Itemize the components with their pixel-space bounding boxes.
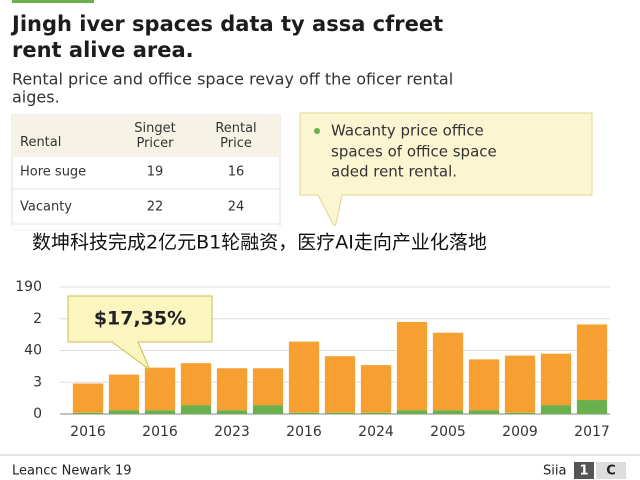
bar-segment — [540, 353, 572, 406]
bar-segment — [504, 355, 536, 413]
table-cell: 16 — [228, 165, 245, 180]
bar-segment — [468, 410, 500, 414]
accent-bar — [12, 0, 94, 3]
subtitle-line: aiges. — [12, 88, 60, 107]
bar-segment — [432, 332, 464, 411]
bar-segment — [72, 412, 104, 414]
callout-line: Wacanty price office — [331, 122, 484, 140]
bar-segment — [324, 412, 356, 414]
callout-line: aded rent rental. — [331, 163, 457, 181]
bar-segment — [504, 412, 536, 414]
bar-segment — [216, 410, 248, 414]
table-cell: 24 — [228, 200, 245, 215]
x-tick-label: 2005 — [430, 424, 466, 440]
bullet — [314, 128, 320, 134]
y-tick-label: 3 — [33, 374, 42, 390]
y-tick-label: 0 — [33, 406, 42, 422]
bar-segment — [144, 410, 176, 414]
x-tick-label: 2016 — [70, 424, 106, 440]
bar-segment — [360, 412, 392, 414]
bar-segment — [468, 359, 500, 411]
bar-segment — [108, 374, 140, 411]
x-tick-label: 2017 — [574, 424, 610, 440]
table-cell: Vacanty — [20, 200, 72, 215]
subtitle-line: Rental price and office space revay off … — [12, 70, 453, 89]
x-tick-label: 2016 — [142, 424, 178, 440]
table-header: Rental — [20, 135, 61, 150]
callout-box — [299, 112, 593, 230]
bar-segment — [324, 356, 356, 413]
bar-segment — [396, 410, 428, 414]
y-tick-label: 2 — [33, 311, 42, 327]
bar-segment — [288, 412, 320, 414]
bar-segment — [252, 368, 284, 406]
bar-segment — [360, 365, 392, 413]
caption-band — [0, 226, 640, 258]
bar-segment — [576, 400, 608, 414]
x-tick-label: 2016 — [286, 424, 322, 440]
bar-segment — [288, 341, 320, 413]
annotation: $17,35% — [94, 308, 186, 330]
y-tick-label: 40 — [24, 343, 42, 359]
bar-segment — [144, 367, 176, 411]
bar-segment — [108, 410, 140, 414]
title-line: rent alive area. — [12, 38, 194, 62]
footer-right: Siia — [543, 464, 566, 479]
badge-text: C — [606, 464, 616, 479]
annotation-box — [67, 295, 213, 372]
bar-segment — [180, 405, 212, 414]
bar-segment — [72, 383, 104, 413]
x-tick-label: 2009 — [502, 424, 538, 440]
y-tick-label: 190 — [15, 279, 42, 295]
badge-text: 1 — [579, 464, 588, 479]
table-head — [12, 115, 280, 157]
title-line: Jingh iver spaces data ty assa cfreet — [10, 12, 443, 36]
bar-segment — [432, 410, 464, 414]
bar-segment — [216, 368, 248, 411]
table-header: Singet Pricer — [134, 121, 175, 151]
bar-segment — [180, 363, 212, 406]
callout-line: spaces of office space — [331, 143, 497, 161]
table-cell: Hore suge — [20, 165, 86, 180]
badge — [596, 462, 626, 479]
bar-segment — [540, 405, 572, 414]
footer-left: Leancc Newark 19 — [12, 464, 132, 479]
caption: 数坤科技完成2亿元B1轮融资，医疗AI走向产业化落地 — [32, 232, 487, 254]
x-tick-label: 2023 — [214, 424, 250, 440]
table-cell: 19 — [147, 165, 164, 180]
table-header: Rental Price — [215, 121, 256, 151]
table-cell: 22 — [147, 200, 164, 215]
x-tick-label: 2024 — [358, 424, 394, 440]
bar-segment — [252, 405, 284, 414]
bar-segment — [396, 321, 428, 411]
bar-segment — [576, 324, 608, 401]
badge — [574, 462, 594, 479]
